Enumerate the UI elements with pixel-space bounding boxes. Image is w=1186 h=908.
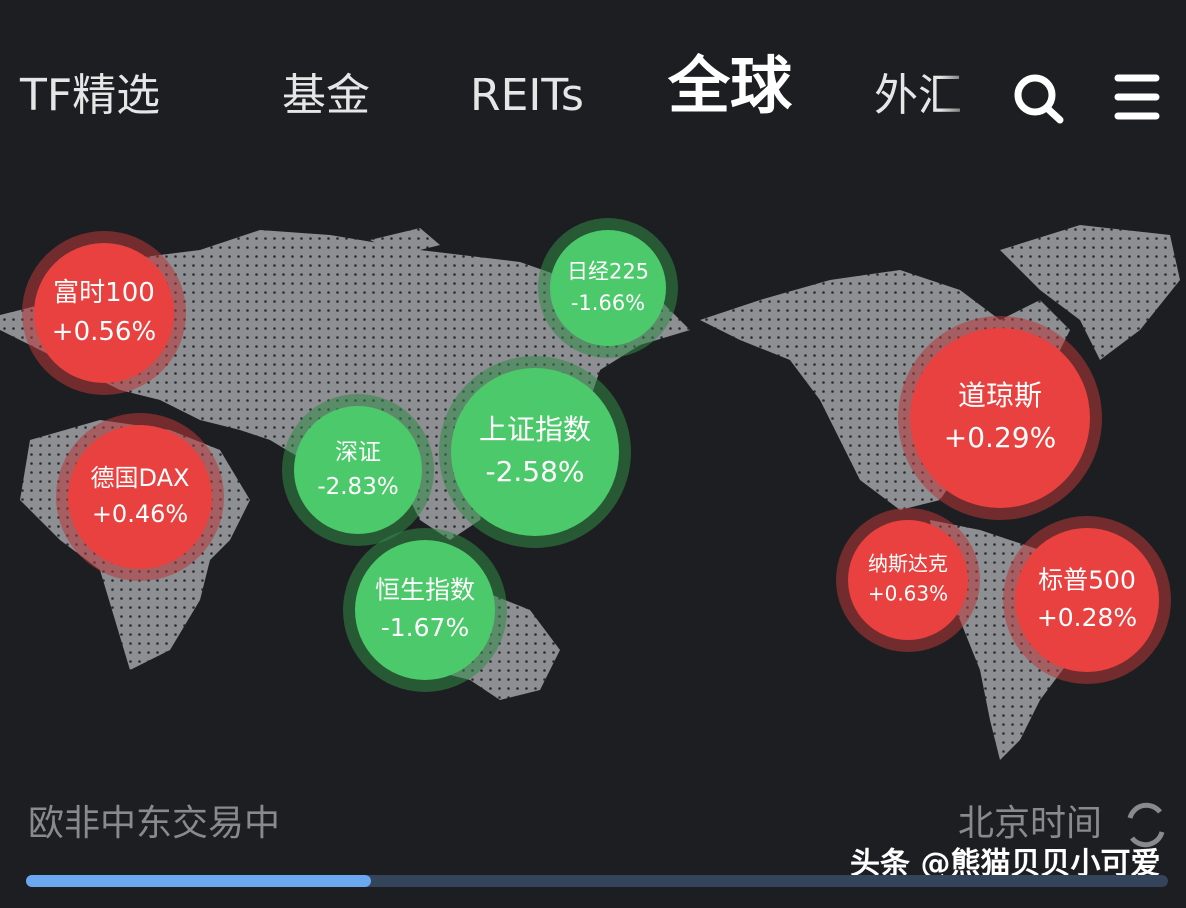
bubble: [550, 230, 666, 346]
index-change: +0.28%: [1037, 603, 1137, 632]
market-status: 欧非中东交易中: [28, 803, 280, 844]
index-bubble[interactable]: 纳斯达克 +0.63%: [836, 508, 980, 652]
refresh-icon[interactable]: [1127, 802, 1165, 848]
bubble: [294, 406, 422, 534]
index-name: 标普500: [1038, 565, 1136, 594]
index-change: -1.66%: [571, 291, 645, 315]
index-change: -2.83%: [317, 474, 398, 500]
index-change: +0.56%: [52, 317, 156, 347]
progress-fill: [26, 875, 371, 887]
tab[interactable]: 基金: [282, 70, 370, 121]
bubble: [34, 243, 174, 383]
index-bubble[interactable]: 日经225 -1.66%: [538, 218, 678, 358]
index-bubble[interactable]: 深证 -2.83%: [282, 394, 434, 546]
tab[interactable]: REITs: [470, 70, 584, 121]
index-bubble[interactable]: 道琼斯 +0.29%: [898, 316, 1102, 520]
index-bubble[interactable]: 富时100 +0.56%: [22, 231, 186, 395]
index-bubble[interactable]: 德国DAX +0.46%: [56, 413, 224, 581]
index-name: 富时100: [53, 278, 155, 308]
search-icon[interactable]: [1014, 74, 1064, 124]
tab-active[interactable]: 全球: [667, 49, 793, 122]
index-name: 德国DAX: [91, 464, 190, 492]
bubble: [910, 328, 1090, 508]
bubble: [848, 520, 968, 640]
bubble: [1015, 528, 1159, 672]
index-name: 恒生指数: [375, 575, 475, 604]
index-name: 深证: [335, 439, 381, 465]
index-change: -2.58%: [485, 455, 584, 488]
index-name: 日经225: [567, 259, 649, 283]
index-change: -1.67%: [381, 613, 469, 642]
index-name: 道琼斯: [958, 379, 1042, 412]
tab-fade: [880, 60, 980, 140]
time-zone[interactable]: 北京时间: [958, 803, 1102, 844]
menu-icon[interactable]: [1114, 74, 1160, 120]
index-change: +0.29%: [944, 421, 1056, 454]
bubble: [68, 425, 212, 569]
bubble: [451, 368, 619, 536]
index-name: 纳斯达克: [868, 552, 948, 576]
index-name: 上证指数: [479, 413, 591, 446]
tab[interactable]: TF精选: [19, 70, 160, 121]
index-change: +0.63%: [868, 582, 948, 606]
bubble: [355, 540, 495, 680]
index-bubble[interactable]: 恒生指数 -1.67%: [343, 528, 507, 692]
index-bubble[interactable]: 上证指数 -2.58%: [439, 356, 631, 548]
index-bubble[interactable]: 标普500 +0.28%: [1003, 516, 1171, 684]
index-change: +0.46%: [92, 500, 188, 528]
